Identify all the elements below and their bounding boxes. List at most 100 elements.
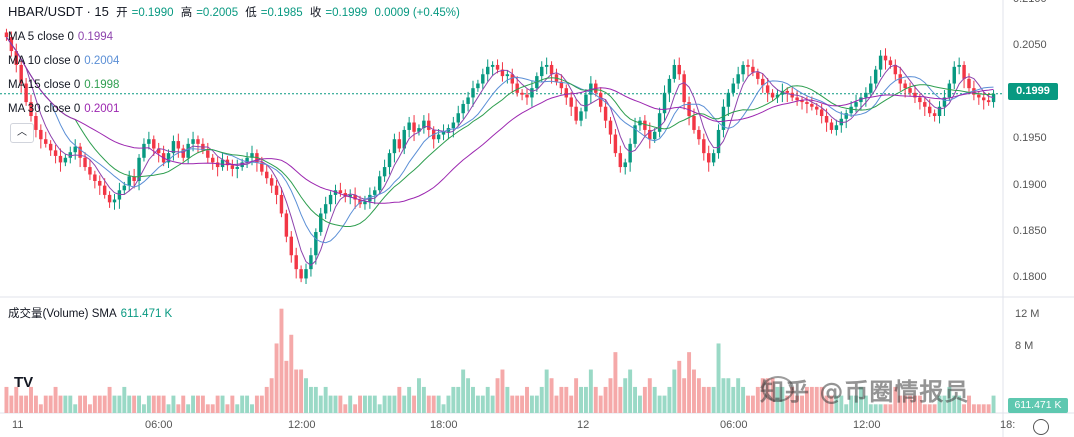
candle-body (937, 106, 942, 117)
volume-bar (829, 395, 834, 413)
candle-body (603, 106, 608, 121)
volume-bar (441, 404, 446, 413)
volume-bar (475, 395, 480, 413)
candle-body (284, 213, 289, 237)
volume-bar (259, 395, 264, 413)
volume-bar (628, 369, 633, 413)
volume-bar (48, 395, 53, 413)
candle-body (927, 106, 932, 114)
volume-bar (205, 404, 210, 413)
volume-bar (102, 395, 107, 413)
candle-body (628, 143, 632, 163)
candle-body (181, 148, 185, 158)
volume-bar (579, 386, 583, 413)
candle-body (387, 153, 392, 168)
volume-bar (220, 395, 225, 413)
candle-body (319, 213, 323, 233)
candle-body (510, 74, 514, 84)
volume-bar (230, 395, 235, 413)
settings-icon[interactable] (1033, 419, 1049, 435)
volume-bar (642, 386, 647, 413)
candle-body (682, 74, 686, 103)
ma15-legend[interactable]: MA 15 close 0 0.1998 (8, 77, 123, 93)
candle-body (908, 88, 912, 93)
ma30-legend[interactable]: MA 30 close 0 0.2001 (8, 101, 123, 117)
candle-body (844, 113, 848, 119)
volume-bar (662, 395, 667, 413)
volume-bar (991, 395, 996, 413)
volume-bar (623, 378, 628, 413)
candle-body (107, 194, 112, 203)
candle-body (751, 66, 755, 73)
price-tick-label: 0.1850 (1013, 225, 1047, 238)
volume-bar (795, 395, 800, 413)
volume-bar (868, 404, 873, 413)
volume-bar (564, 386, 569, 413)
volume-bar (328, 395, 333, 413)
volume-bar (294, 369, 299, 413)
volume-bar (107, 386, 112, 413)
candle-body (967, 78, 971, 89)
volume-bar (569, 395, 574, 413)
volume-bar (146, 395, 151, 413)
volume-bar (9, 395, 14, 413)
candle-body (849, 106, 853, 114)
volume-bar (608, 378, 613, 413)
volume-bar (254, 395, 259, 413)
volume-bar (4, 386, 9, 413)
volume-bar (711, 386, 716, 413)
volume-bar (210, 404, 215, 413)
candle-body (456, 113, 460, 123)
volume-bar (132, 395, 137, 413)
volume-bar (426, 395, 431, 413)
candle-body (34, 116, 38, 130)
candle-body (235, 167, 239, 169)
ma5-legend[interactable]: MA 5 close 0 0.1994 (8, 29, 117, 45)
volume-bar (986, 404, 991, 413)
ma10-legend[interactable]: MA 10 close 0 0.2004 (8, 53, 123, 69)
candle-body (220, 159, 225, 168)
time-tick-label: 12 (577, 419, 590, 431)
candle-body (471, 88, 475, 98)
candle-body (132, 176, 136, 181)
candle-body (932, 113, 937, 117)
candle-body (540, 66, 544, 77)
volume-bar (358, 395, 363, 413)
candle-body (73, 146, 77, 153)
candle-body (176, 141, 181, 149)
candle-body (397, 139, 402, 149)
volume-bar (736, 378, 741, 413)
volume-bar (814, 386, 819, 413)
candle-body (903, 83, 907, 89)
volume-legend[interactable]: 成交量(Volume) SMA 611.471 K (8, 306, 176, 322)
tradingview-logo-icon[interactable]: TV (14, 374, 34, 391)
volume-bar (196, 395, 200, 413)
candle-body (68, 152, 73, 158)
candle-body (441, 131, 446, 135)
candle-body (156, 148, 161, 154)
time-tick-label: 11 (12, 419, 24, 431)
volume-bar (387, 395, 392, 413)
volume-bar (898, 395, 903, 413)
ma5-line (6, 36, 994, 267)
volume-bar (289, 334, 294, 413)
low-label: 低 (245, 7, 257, 19)
time-tick-label: 06:00 (720, 419, 748, 431)
watermark: 知乎 @币圈情报员 (760, 378, 970, 406)
candle-body (122, 185, 127, 191)
candle-body (250, 153, 254, 158)
candle-body (574, 106, 578, 121)
volume-bar (726, 378, 731, 413)
candle-body (412, 122, 416, 132)
candle-body (770, 92, 775, 98)
candle-body (765, 85, 770, 93)
chevron-up-icon[interactable]: ︿ (10, 123, 34, 143)
volume-bar (878, 404, 883, 413)
candle-body (402, 129, 406, 149)
volume-bar (63, 395, 68, 413)
volume-bar (687, 352, 692, 413)
volume-bar (461, 369, 466, 413)
candle-body (549, 64, 554, 75)
candle-body (520, 92, 524, 95)
